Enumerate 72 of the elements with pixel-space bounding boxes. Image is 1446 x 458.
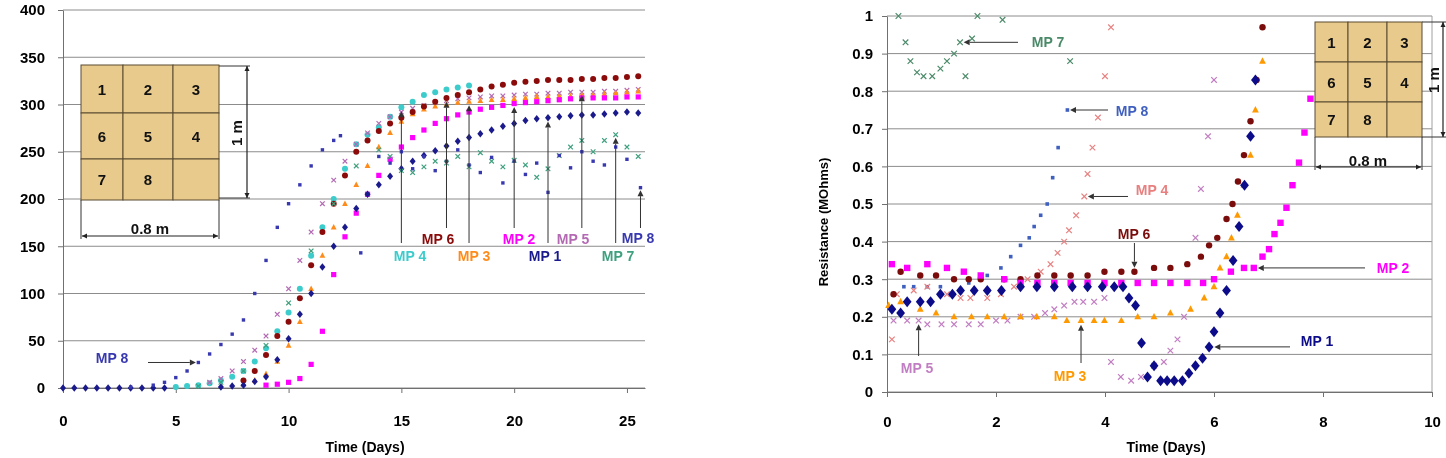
x-tick-label: 10	[280, 411, 298, 429]
text: MP 2	[502, 231, 536, 247]
x-tick-label: 10	[1424, 412, 1441, 430]
annotation: 0.8 m	[130, 219, 170, 237]
y-tick-label: 350	[19, 48, 45, 66]
annotation: 7	[1327, 111, 1336, 128]
x-tick-label: 2	[992, 412, 1001, 430]
x-tick-label: 20	[506, 411, 524, 429]
y-tick-label: 0.5	[852, 195, 873, 213]
y-tick-label: 150	[19, 237, 45, 255]
annotation: 3	[191, 80, 201, 98]
annotation: 5	[1363, 73, 1372, 91]
x-tick-label: 8	[1319, 412, 1328, 430]
annotation: 5	[143, 127, 153, 145]
y-tick-label: 0	[864, 383, 873, 401]
x-axis-title: Time (Days)	[1126, 439, 1206, 455]
series-label: MP 7	[1031, 34, 1065, 50]
x-tick-label: 25	[619, 411, 636, 429]
text: MP 1	[528, 248, 562, 264]
annotation: 4	[1400, 73, 1410, 91]
x-tick-label: 0	[59, 411, 68, 429]
y-tick-label: 0.7	[852, 120, 873, 138]
y-tick-label: 300	[19, 95, 45, 113]
text: MP 8	[1115, 103, 1149, 119]
y-tick-label: 1	[864, 7, 873, 25]
text: MP 8	[621, 230, 655, 246]
text: MP 6	[421, 231, 455, 247]
text: MP 3	[1053, 368, 1087, 384]
text: MP 2	[1376, 260, 1410, 276]
x-tick-label: 4	[1101, 412, 1111, 430]
x-tick-label: 6	[1210, 412, 1219, 430]
annotation: 1 m	[1424, 67, 1442, 93]
series-label: MP 6	[1117, 226, 1151, 242]
annotation: 1	[1327, 33, 1336, 51]
y-tick-label: 0	[36, 379, 45, 397]
y-tick-label: 0.1	[852, 345, 873, 363]
x-tick-label: 5	[172, 411, 181, 429]
text: MP 5	[556, 231, 590, 247]
annotation: 8	[143, 171, 153, 188]
text: MP 5	[900, 360, 934, 376]
text: MP 3	[457, 248, 491, 264]
annotation: 3	[1400, 33, 1409, 51]
annotation: 6	[1327, 73, 1336, 91]
y-tick-label: 250	[19, 143, 45, 161]
x-axis-title: Time (Days)	[325, 439, 405, 455]
y-tick-label: 100	[19, 284, 45, 302]
text: MP 4	[393, 248, 427, 264]
annotation: 2	[143, 80, 153, 98]
y-tick-label: 0.6	[852, 157, 873, 175]
annotation: 1	[97, 80, 107, 98]
annotation: 4	[191, 127, 201, 145]
y-tick-label: 0.4	[852, 232, 874, 250]
y-tick-label: 50	[28, 332, 45, 350]
y-axis-title: Resistance (MOhms)	[815, 157, 831, 287]
annotation: 7	[97, 171, 107, 188]
y-tick-label: 400	[19, 1, 45, 19]
text: MP 7	[601, 248, 635, 264]
y-tick-label: 0.3	[852, 270, 873, 288]
y-tick-label: 0.2	[852, 308, 873, 326]
y-tick-label: 200	[19, 190, 45, 208]
x-tick-label: 15	[393, 411, 411, 429]
series-label: MP 8	[95, 350, 129, 366]
annotation: 6	[97, 127, 107, 145]
text: MP 1	[1300, 333, 1334, 349]
annotation: 0.8 m	[1348, 151, 1388, 169]
text: MP 4	[1135, 182, 1169, 198]
annotation: 8	[1363, 111, 1372, 128]
annotation: 2	[1363, 33, 1372, 51]
annotation: 1 m	[227, 120, 245, 146]
x-tick-label: 0	[883, 412, 892, 430]
y-tick-label: 0.8	[852, 82, 873, 100]
y-tick-label: 0.9	[852, 44, 873, 62]
